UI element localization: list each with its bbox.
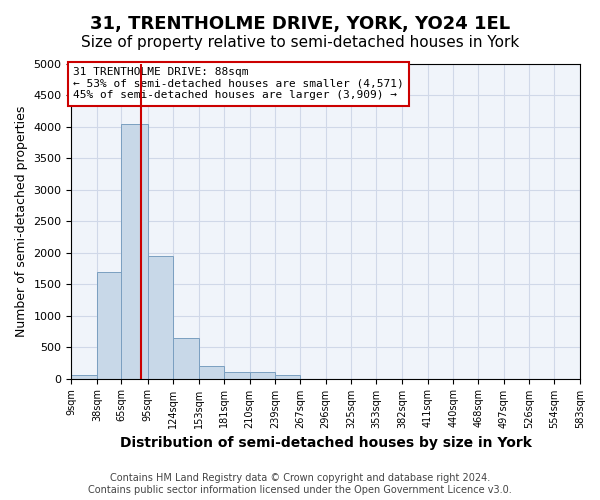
Bar <box>71 376 97 378</box>
X-axis label: Distribution of semi-detached houses by size in York: Distribution of semi-detached houses by … <box>120 436 532 450</box>
Text: 31 TRENTHOLME DRIVE: 88sqm
← 53% of semi-detached houses are smaller (4,571)
45%: 31 TRENTHOLME DRIVE: 88sqm ← 53% of semi… <box>73 67 404 100</box>
Bar <box>173 338 199 378</box>
Bar <box>97 272 121 378</box>
Bar <box>275 376 300 378</box>
Bar <box>199 366 224 378</box>
Text: Size of property relative to semi-detached houses in York: Size of property relative to semi-detach… <box>81 35 519 50</box>
Text: 31, TRENTHOLME DRIVE, YORK, YO24 1EL: 31, TRENTHOLME DRIVE, YORK, YO24 1EL <box>90 15 510 33</box>
Text: Contains HM Land Registry data © Crown copyright and database right 2024.
Contai: Contains HM Land Registry data © Crown c… <box>88 474 512 495</box>
Y-axis label: Number of semi-detached properties: Number of semi-detached properties <box>15 106 28 337</box>
Bar <box>121 124 148 378</box>
Bar <box>250 372 275 378</box>
Bar <box>148 256 173 378</box>
Bar <box>224 372 250 378</box>
